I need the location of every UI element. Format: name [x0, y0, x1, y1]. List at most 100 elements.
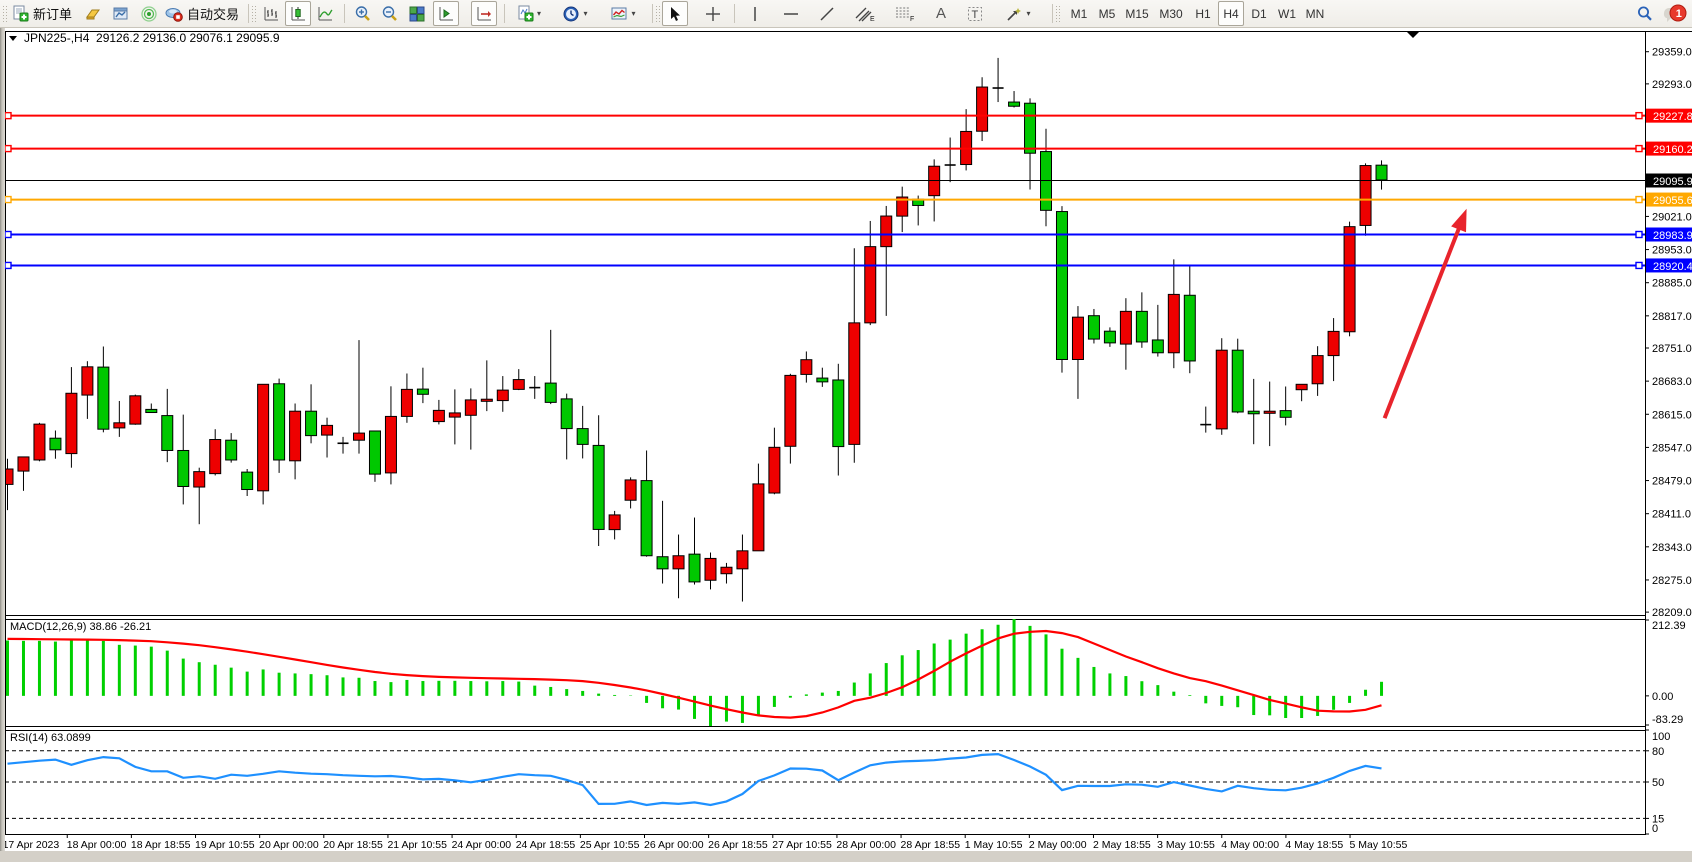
auto-scroll-button[interactable] [471, 1, 497, 26]
candle[interactable] [241, 469, 254, 496]
candle[interactable] [832, 363, 845, 476]
timeframe-button-h1[interactable]: H1 [1190, 1, 1216, 26]
candle[interactable] [464, 388, 477, 450]
candle[interactable] [161, 388, 174, 463]
candle[interactable] [1135, 292, 1148, 348]
candle[interactable] [672, 534, 685, 599]
candle[interactable] [784, 373, 797, 464]
timeframe-button-h4[interactable]: H4 [1218, 1, 1244, 26]
candle[interactable] [225, 433, 238, 463]
candle[interactable] [97, 346, 110, 433]
candle[interactable] [368, 430, 381, 482]
timeframe-button-mn[interactable]: MN [1302, 1, 1328, 26]
candle[interactable] [512, 369, 525, 391]
candle[interactable] [145, 403, 158, 414]
candle[interactable] [416, 367, 429, 404]
candle[interactable] [800, 351, 813, 383]
candle[interactable] [736, 534, 749, 602]
timeframe-button-m30[interactable]: M30 [1156, 1, 1186, 26]
candle[interactable] [688, 517, 701, 585]
timeframe-button-m15[interactable]: M15 [1122, 1, 1152, 26]
candle[interactable] [1071, 306, 1084, 399]
text-button[interactable]: A [928, 1, 954, 26]
candle[interactable] [560, 393, 573, 460]
chart-collapse-icon[interactable] [9, 36, 17, 41]
candle[interactable] [1119, 298, 1132, 370]
candle[interactable] [113, 400, 126, 437]
candle[interactable] [880, 205, 893, 316]
timeframe-button-m1[interactable]: M1 [1066, 1, 1092, 26]
periods-button[interactable]: ▾ [556, 1, 594, 26]
text-label-button[interactable]: T [962, 1, 988, 26]
candle[interactable] [1103, 327, 1116, 347]
candle[interactable] [1024, 98, 1037, 190]
candle[interactable] [305, 384, 318, 444]
chart-line-button[interactable] [312, 1, 338, 26]
candle[interactable] [49, 430, 62, 459]
chart-candles-button[interactable] [285, 1, 311, 26]
market-watch-button[interactable] [80, 1, 106, 26]
candle[interactable] [704, 552, 717, 590]
candle[interactable] [33, 422, 46, 462]
candle[interactable] [273, 378, 286, 473]
equidistant-channel-button[interactable]: E [850, 1, 880, 26]
arrows-button[interactable]: ▾ [998, 1, 1038, 26]
candle[interactable] [193, 467, 206, 525]
candle[interactable] [624, 477, 637, 509]
candle[interactable] [848, 248, 861, 463]
candle[interactable] [720, 562, 733, 584]
toolbar-drag-handle[interactable] [655, 5, 660, 22]
candle[interactable] [1311, 346, 1324, 396]
candle[interactable] [1055, 206, 1068, 373]
candle[interactable] [640, 450, 653, 557]
candle[interactable] [864, 220, 877, 326]
candle[interactable] [177, 414, 190, 505]
candle[interactable] [768, 427, 781, 495]
candle[interactable] [1151, 304, 1164, 357]
candle[interactable] [480, 360, 493, 412]
candle[interactable] [1263, 381, 1276, 447]
chart-canvas[interactable]: 29359.0 29293.0 29021.0 28953.0 28885.0 28817… [0, 28, 1692, 857]
candle[interactable] [1215, 338, 1228, 435]
notifications-button[interactable]: 1 [1660, 1, 1690, 26]
candle[interactable] [1008, 91, 1021, 108]
autotrading-button[interactable]: 自动交易 [163, 1, 241, 26]
signals-button[interactable] [136, 1, 162, 26]
candle[interactable] [2, 458, 14, 511]
search-button[interactable] [1632, 1, 1658, 26]
candle[interactable] [1279, 386, 1292, 426]
cursor-button[interactable] [662, 1, 688, 26]
candle[interactable] [1183, 265, 1196, 374]
candle[interactable] [65, 367, 78, 468]
candle[interactable] [352, 340, 365, 454]
candle[interactable] [337, 436, 349, 454]
candle[interactable] [1327, 318, 1340, 382]
toolbar-drag-handle[interactable] [251, 5, 256, 22]
candle[interactable] [529, 376, 541, 399]
candle[interactable] [608, 510, 621, 540]
trendline-button[interactable] [814, 1, 840, 26]
toolbar-drag-handle[interactable] [2, 5, 7, 22]
vertical-line-button[interactable] [742, 1, 768, 26]
candle[interactable] [576, 405, 589, 459]
candle[interactable] [17, 456, 30, 491]
zoom-in-button[interactable] [350, 1, 376, 26]
candle[interactable] [81, 361, 94, 419]
candle[interactable] [496, 376, 509, 412]
chart-shift-button[interactable] [433, 1, 459, 26]
navigator-button[interactable] [108, 1, 134, 26]
candle[interactable] [1200, 406, 1212, 433]
candle[interactable] [400, 373, 413, 423]
horizontal-line-button[interactable] [778, 1, 804, 26]
candle[interactable] [1167, 259, 1180, 369]
toolbar-drag-handle[interactable] [1055, 5, 1060, 22]
chart-bars-button[interactable] [258, 1, 284, 26]
arrow-annotation[interactable] [1382, 208, 1467, 419]
candle[interactable] [976, 77, 989, 142]
candle[interactable] [1343, 221, 1356, 337]
candle[interactable] [384, 386, 397, 485]
candle[interactable] [992, 57, 1004, 103]
candle[interactable] [816, 367, 829, 387]
candle[interactable] [289, 403, 302, 480]
candle[interactable] [1087, 308, 1100, 344]
